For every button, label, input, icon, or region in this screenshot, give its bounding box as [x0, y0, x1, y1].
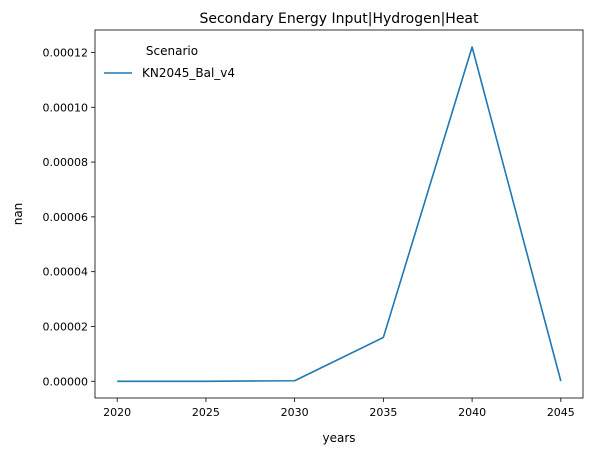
- plot-frame: [94, 29, 584, 399]
- x-axis: 2020 2025 2030 2035 2040 2045: [103, 398, 575, 419]
- y-tick-label: 0.00012: [43, 46, 89, 59]
- y-axis-label: nan: [11, 203, 25, 226]
- x-tick-label: 2040: [458, 406, 486, 419]
- legend: Scenario KN2045_Bal_v4: [104, 44, 235, 80]
- x-axis-label: years: [322, 431, 355, 445]
- legend-title: Scenario: [146, 44, 198, 58]
- y-tick-label: 0.00006: [43, 211, 89, 224]
- x-tick-label: 2045: [547, 406, 575, 419]
- x-tick-label: 2030: [281, 406, 309, 419]
- chart-title: Secondary Energy Input|Hydrogen|Heat: [199, 11, 479, 27]
- plot-area: [117, 46, 562, 383]
- legend-label-kn2045-bal-v4: KN2045_Bal_v4: [142, 66, 235, 80]
- x-tick-label: 2020: [103, 406, 131, 419]
- y-tick-label: 0.00004: [43, 266, 89, 279]
- y-tick-label: 0.00002: [43, 320, 89, 333]
- y-tick-label: 0.00010: [43, 101, 89, 114]
- series-line-0: [117, 46, 562, 383]
- y-axis: 0.00000 0.00002 0.00004 0.00006 0.00008 0.000…: [43, 46, 95, 388]
- x-tick-label: 2025: [192, 406, 220, 419]
- x-tick-label: 2035: [369, 406, 397, 419]
- y-tick-label: 0.00008: [43, 156, 89, 169]
- y-tick-label: 0.00000: [43, 375, 89, 388]
